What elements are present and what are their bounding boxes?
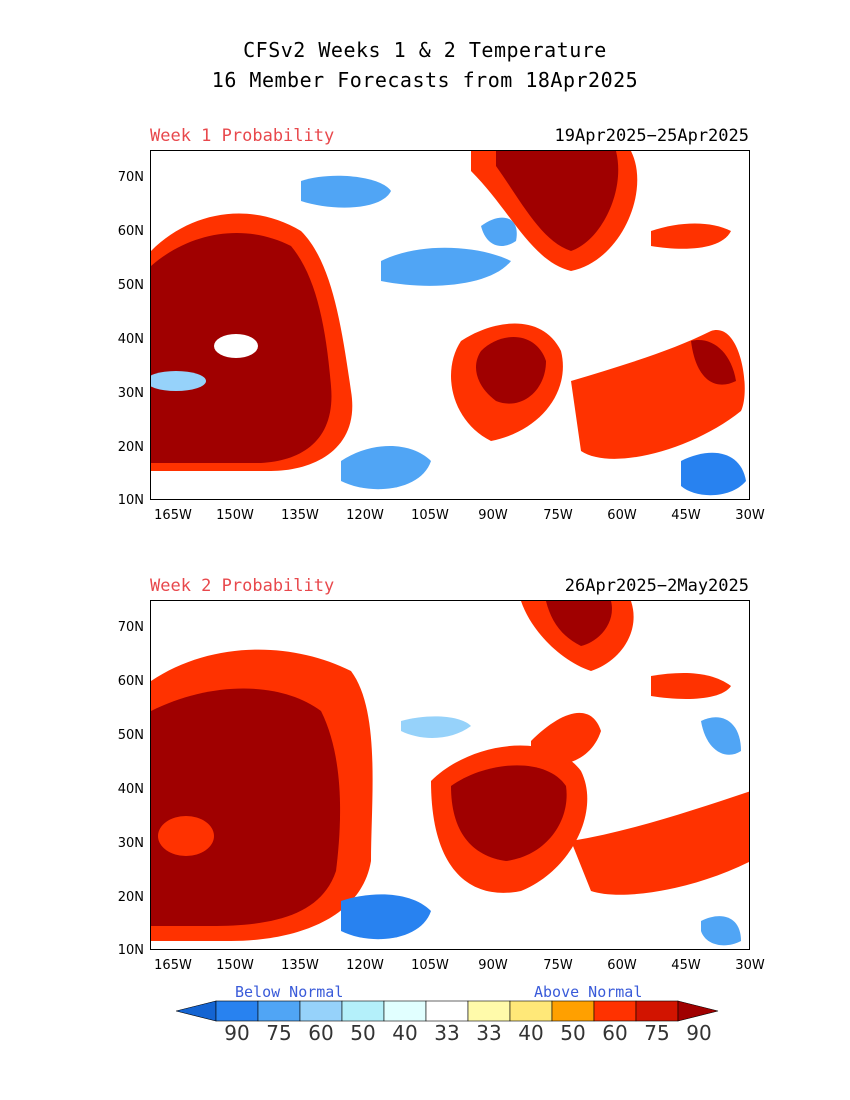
p1-ytick-20: 20N [117,440,144,455]
p2-ytick-70: 70N [117,620,144,635]
p1-ytick-70: 70N [117,170,144,185]
legend-arrow-right [677,1000,719,1022]
p1-xtick-45: 45W [671,508,701,523]
legend-swatch [425,1000,469,1022]
week2-map [150,600,750,950]
legend-swatch [593,1000,637,1022]
p2-ytick-20: 20N [117,890,144,905]
p1-xtick-60: 60W [607,508,637,523]
legend-swatch [341,1000,385,1022]
p1-ytick-30: 30N [117,386,144,401]
p2-ytick-10: 10N [117,943,144,958]
p1-ytick-40: 40N [117,332,144,347]
legend-swatch [635,1000,679,1022]
week1-label: Week 1 Probability [150,126,335,146]
legend-swatch [215,1000,259,1022]
week1-dates: 19Apr2025−25Apr2025 [554,126,749,146]
p1-xtick-150: 150W [216,508,254,523]
legend-value: 40 [518,1021,544,1045]
week1-map-shading [151,151,746,496]
legend-colorbar [176,1000,719,1022]
chart-title: CFSv2 Weeks 1 & 2 Temperature [243,38,607,62]
p1-ytick-10: 10N [117,493,144,508]
legend-value: 90 [686,1021,712,1045]
week2-dates: 26Apr2025−2May2025 [564,576,749,596]
p1-ytick-60: 60N [117,224,144,239]
p2-xtick-135: 135W [281,958,319,973]
p2-xtick-75: 75W [543,958,573,973]
legend-value: 33 [434,1021,460,1045]
legend-value: 50 [560,1021,586,1045]
legend-swatch [551,1000,595,1022]
p2-ytick-60: 60N [117,674,144,689]
p1-xtick-135: 135W [281,508,319,523]
legend-value: 60 [602,1021,628,1045]
legend-swatch [467,1000,511,1022]
week1-map [150,150,750,500]
week2-label: Week 2 Probability [150,576,335,596]
p2-xtick-150: 150W [216,958,254,973]
legend-value: 75 [266,1021,292,1045]
legend-swatch [509,1000,553,1022]
chart-subtitle: 16 Member Forecasts from 18Apr2025 [211,68,639,92]
p2-xtick-120: 120W [346,958,384,973]
legend-swatch [383,1000,427,1022]
p2-xtick-60: 60W [607,958,637,973]
legend-swatch [257,1000,301,1022]
legend-swatch [299,1000,343,1022]
p2-xtick-90: 90W [478,958,508,973]
p2-xtick-105: 105W [411,958,449,973]
legend-value: 60 [308,1021,334,1045]
p1-ytick-50: 50N [117,278,144,293]
p1-xtick-165: 165W [154,508,192,523]
below-normal-label: Below Normal [235,983,344,1001]
p2-ytick-50: 50N [117,728,144,743]
p2-xtick-45: 45W [671,958,701,973]
p2-xtick-30: 30W [735,958,765,973]
p1-xtick-90: 90W [478,508,508,523]
p1-xtick-120: 120W [346,508,384,523]
p1-xtick-30: 30W [735,508,765,523]
legend-arrow-left [176,1000,217,1022]
p2-ytick-30: 30N [117,836,144,851]
p1-xtick-75: 75W [543,508,573,523]
legend-value: 40 [392,1021,418,1045]
legend-value: 50 [350,1021,376,1045]
legend-value: 90 [224,1021,250,1045]
legend-value: 75 [644,1021,670,1045]
legend-value: 33 [476,1021,502,1045]
p1-xtick-105: 105W [411,508,449,523]
week2-map-shading [151,601,749,946]
p2-ytick-40: 40N [117,782,144,797]
p2-xtick-165: 165W [154,958,192,973]
above-normal-label: Above Normal [534,983,643,1001]
